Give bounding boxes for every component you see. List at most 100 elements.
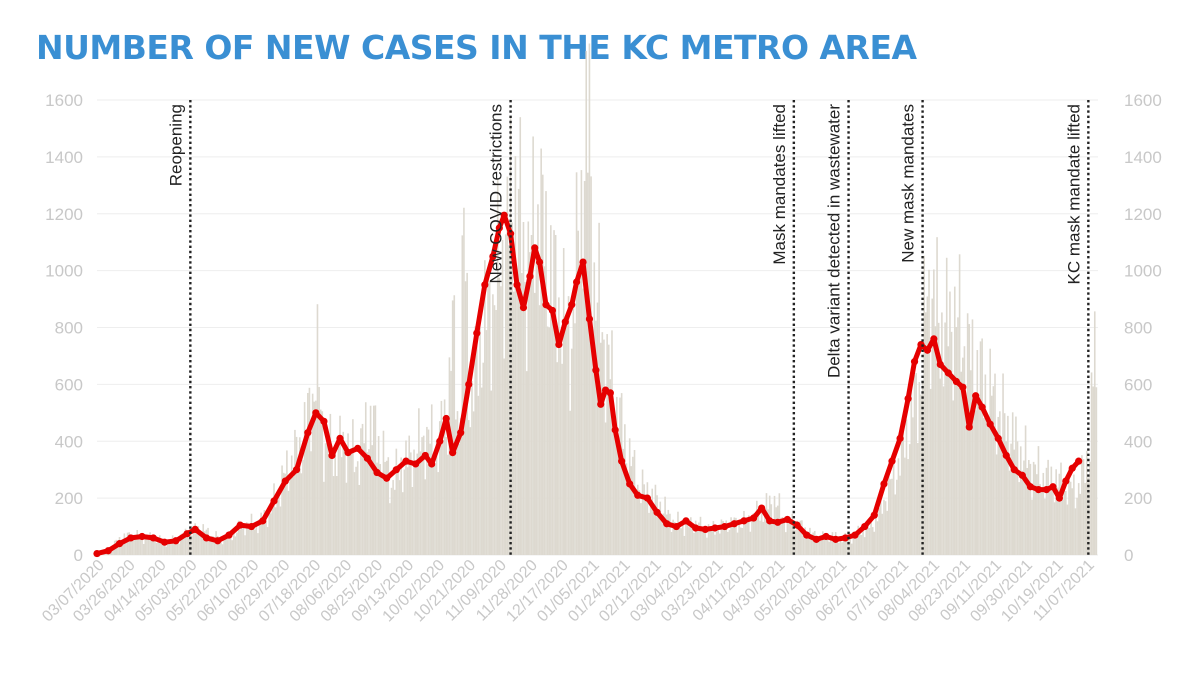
data-point: [500, 211, 508, 219]
bar: [624, 424, 626, 555]
bar: [876, 521, 879, 555]
bar: [329, 413, 332, 555]
bar: [807, 538, 810, 555]
bar: [1065, 490, 1067, 555]
bar: [426, 426, 428, 555]
bar: [1082, 459, 1085, 555]
data-point: [618, 457, 626, 465]
bar: [392, 480, 394, 555]
bar: [397, 466, 399, 555]
bar: [591, 339, 594, 555]
bar: [401, 492, 404, 555]
bar: [513, 291, 515, 555]
bar: [253, 529, 256, 555]
bar: [229, 533, 232, 555]
bar: [562, 248, 565, 555]
bar: [736, 532, 739, 555]
bar: [223, 540, 225, 555]
bar: [1000, 436, 1003, 555]
bar: [321, 411, 324, 555]
data-point: [965, 423, 973, 431]
bar: [252, 527, 254, 555]
bar: [990, 395, 993, 555]
bar: [743, 510, 745, 555]
bar: [418, 408, 420, 555]
bar: [669, 513, 671, 555]
bar: [725, 520, 728, 555]
bar: [1039, 484, 1041, 555]
bar: [290, 455, 293, 555]
bar: [606, 334, 608, 555]
bar: [1093, 311, 1096, 555]
y-tick-label: 1200: [1124, 205, 1162, 224]
bar: [191, 535, 193, 555]
bar: [675, 524, 678, 555]
bar: [920, 394, 922, 555]
data-point: [561, 318, 569, 326]
bar: [628, 438, 631, 555]
bar: [453, 295, 456, 555]
bar: [376, 462, 378, 555]
data-point: [542, 301, 550, 309]
y-tick-label: 0: [74, 546, 83, 565]
bar: [905, 419, 908, 555]
bar: [469, 427, 472, 555]
data-point: [328, 451, 336, 460]
data-point: [1049, 483, 1057, 491]
bar: [516, 269, 518, 555]
bar: [965, 411, 967, 555]
bar: [463, 207, 465, 556]
data-point: [930, 335, 938, 343]
bar: [963, 346, 966, 555]
bar: [582, 288, 584, 555]
data-point: [653, 508, 661, 516]
bar: [617, 445, 620, 555]
data-point: [626, 480, 634, 488]
data-point: [383, 474, 391, 482]
bar: [373, 405, 375, 555]
bar: [784, 532, 787, 555]
bar: [636, 484, 639, 555]
y-tick-label: 1400: [1124, 148, 1162, 167]
bar: [1007, 415, 1009, 555]
bar: [796, 520, 798, 555]
bar: [989, 348, 991, 555]
bar: [559, 348, 562, 555]
bar: [1010, 443, 1012, 555]
bar: [999, 411, 1001, 555]
bar: [134, 539, 137, 555]
bar: [622, 448, 625, 555]
data-point: [672, 522, 680, 531]
bar: [289, 476, 291, 555]
bar: [270, 513, 272, 555]
bar: [686, 519, 689, 555]
bar: [775, 507, 777, 555]
data-point: [972, 392, 980, 400]
bar: [934, 326, 937, 555]
bar: [1068, 468, 1070, 555]
bar: [781, 517, 784, 555]
bar: [1023, 460, 1025, 555]
data-point: [592, 366, 600, 374]
data-point: [506, 230, 515, 238]
bar: [117, 542, 119, 555]
bar: [805, 534, 808, 555]
bar: [569, 410, 571, 555]
bar: [281, 465, 283, 555]
bar: [451, 300, 454, 555]
bar: [480, 387, 483, 555]
bar: [607, 344, 610, 555]
bar: [698, 522, 700, 555]
bar: [1011, 412, 1014, 555]
bar: [786, 515, 789, 555]
bar: [374, 405, 377, 555]
bar: [699, 516, 702, 555]
data-point: [160, 538, 169, 546]
bar: [984, 374, 987, 555]
bar: [405, 440, 407, 555]
data-point: [663, 520, 671, 528]
bar: [1047, 459, 1049, 555]
data-point: [611, 426, 619, 434]
bar: [826, 533, 829, 555]
bar: [241, 524, 243, 555]
